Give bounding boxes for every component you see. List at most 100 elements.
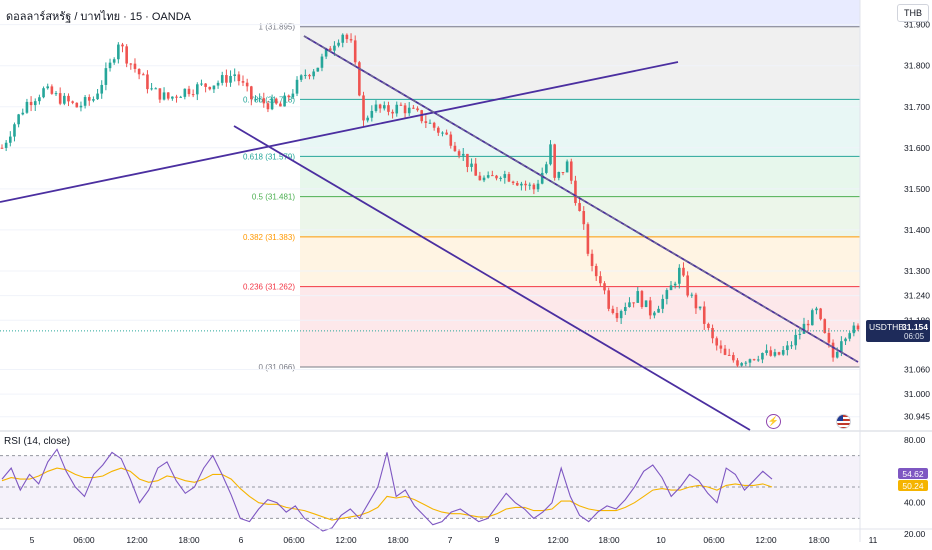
candle-body [682,267,685,276]
time-axis-tick: 11 [869,535,878,545]
candle-body [478,175,482,181]
candle-body [54,93,58,95]
candle-body [21,112,25,115]
candle-body [582,211,586,225]
price-axis-tick: 31.240 [904,291,930,301]
candle-body [732,355,735,361]
candle-body [117,44,120,60]
candle-body [520,183,523,186]
candle-body [424,121,428,124]
candle-body [121,44,124,47]
candle-body [13,124,16,137]
currency-button[interactable]: THB [897,4,929,22]
candle-body [137,68,141,75]
candle-body [353,40,357,63]
candle-body [304,74,307,76]
candle-body [856,325,860,330]
fib-level-label: 0.786 (31.718) [243,95,295,104]
candle-body [412,107,415,109]
candle-body [736,360,739,366]
candle-body [46,86,50,89]
candle-body [25,101,29,113]
fib-zone [300,236,860,287]
candle-body [166,92,170,99]
candle-body [204,83,207,87]
candle-body [312,71,315,77]
candle-body [362,95,365,121]
candle-body [624,307,627,312]
time-axis-tick: 10 [656,535,666,545]
candle-body [320,56,324,68]
candle-body [719,345,723,349]
candle-body [237,74,241,82]
candle-body [461,153,465,156]
candle-body [615,312,619,319]
candle-body [852,325,856,334]
candle-body [395,104,399,114]
candle-body [628,302,631,308]
candle-body [669,285,673,291]
candles [0,33,860,368]
candle-body [154,88,158,90]
lightning-icon[interactable]: ⚡ [766,414,781,429]
fib-level-label: 0 (31.066) [259,363,296,372]
candle-body [761,352,764,360]
candle-body [619,311,623,319]
candle-body [565,161,569,173]
candle-body [158,88,162,100]
candle-body [603,283,606,291]
candle-body [333,45,336,51]
candle-body [220,75,224,83]
candle-body [611,308,615,313]
candle-body [133,63,137,69]
ticker-label: USDTHB [869,322,904,332]
candle-body [756,359,760,361]
rsi-axis-tick: 20.00 [904,529,926,539]
candle-body [29,101,33,106]
channel-lower-line [233,125,751,431]
candle-body [673,283,677,286]
candle-body [183,88,187,97]
candle-body [382,105,386,109]
candle-body [262,98,266,104]
candle-body [366,117,369,121]
candle-body [536,183,540,190]
candle-body [549,144,552,165]
chart-title: ดอลลาร์สหรัฐ / บาทไทย · 15 · OANDA [6,11,191,23]
time-axis-tick: 18:00 [808,535,830,545]
time-axis-tick: 6 [239,535,244,545]
candle-body [345,34,349,40]
candle-body [283,95,286,107]
fib-level-label: 0.382 (31.383) [243,233,295,242]
rsi-value-tag: 54.62 [898,468,928,479]
candle-body [453,145,457,152]
candle-body [291,93,295,98]
candle-body [4,142,8,148]
trend-lines[interactable] [0,35,860,431]
candle-body [17,114,20,125]
us-flag-icon[interactable] [836,414,851,429]
time-axis-tick: 9 [495,535,500,545]
candle-body [636,291,640,303]
candle-body [75,102,79,108]
candle-body [698,306,702,309]
candle-body [299,75,303,80]
price-axis-tick: 31.300 [904,266,930,276]
fib-zone [300,26,860,100]
candle-body [823,319,827,333]
candle-body [599,276,602,284]
candle-body [245,82,249,87]
fib-level-label: 0.5 (31.481) [252,193,295,202]
grid [0,24,860,418]
price-axis-tick: 31.400 [904,225,930,235]
candle-body [87,97,91,101]
candle-body [569,161,573,181]
candle-body [752,359,756,361]
candle-body [200,83,203,85]
candle-body [308,74,311,77]
candle-body [341,34,345,43]
candle-body [707,323,710,328]
candle-body [690,294,694,296]
